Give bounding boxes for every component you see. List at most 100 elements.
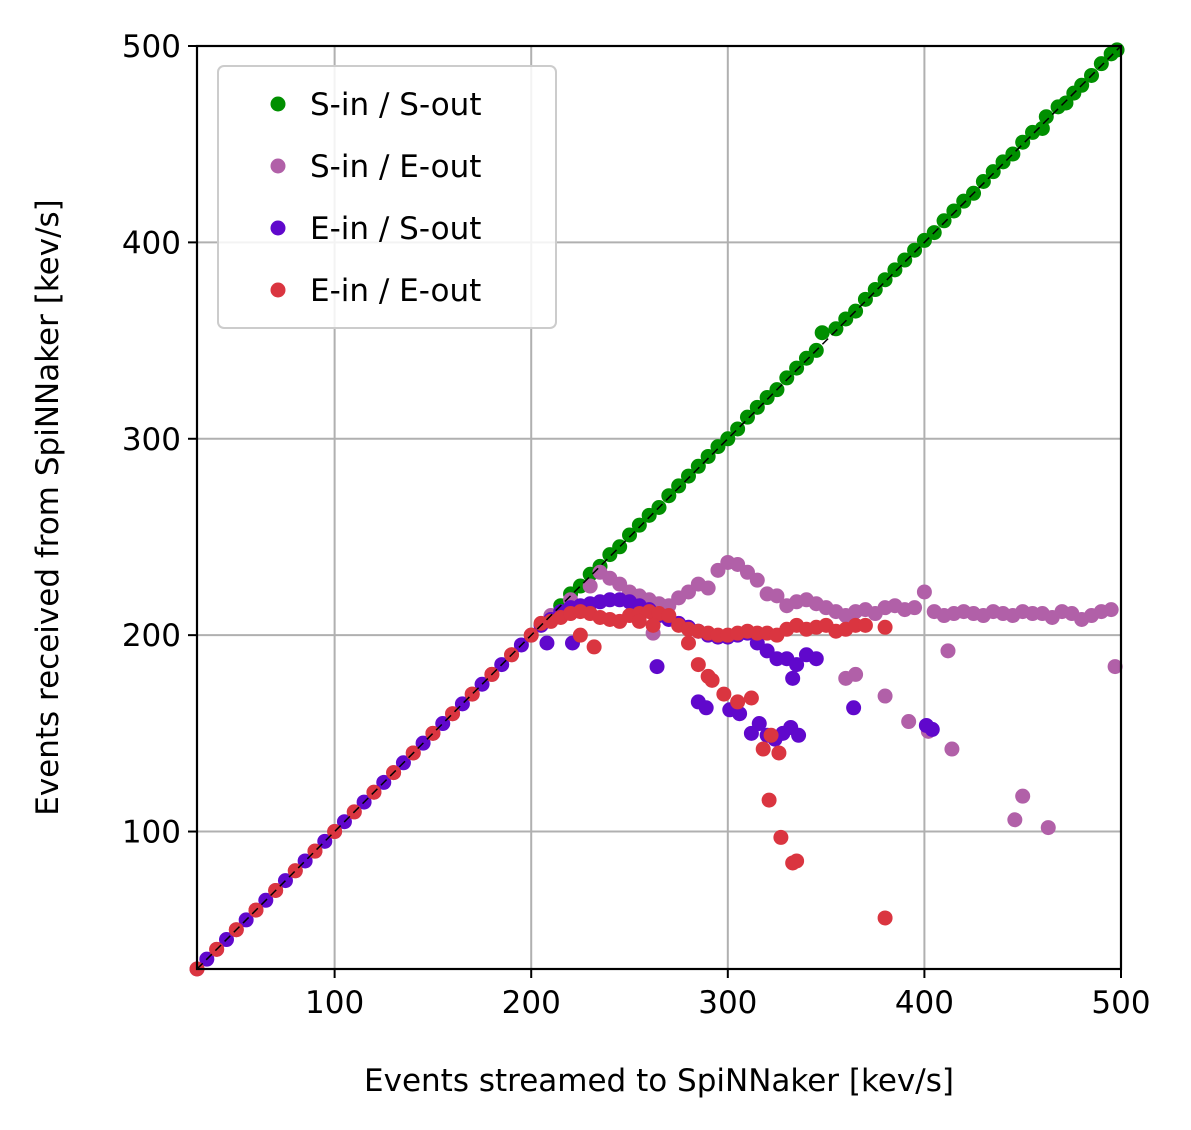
data-point <box>771 745 787 761</box>
y-tick-label: 300 <box>122 422 181 458</box>
data-point <box>907 600 923 616</box>
data-point <box>761 792 777 808</box>
data-point <box>1034 120 1050 136</box>
data-point <box>791 727 807 743</box>
data-point <box>645 617 661 633</box>
data-point <box>867 282 883 298</box>
data-point <box>572 627 588 643</box>
data-point <box>582 578 598 594</box>
y-tick-label: 500 <box>122 29 181 65</box>
data-point <box>1103 602 1119 618</box>
data-point <box>944 741 960 757</box>
data-point <box>739 409 755 425</box>
legend-label: E-in / E-out <box>310 273 481 309</box>
data-point <box>789 853 805 869</box>
data-point <box>671 478 687 494</box>
data-point <box>940 643 956 659</box>
data-point <box>814 325 830 341</box>
data-point <box>887 262 903 278</box>
data-point <box>586 639 602 655</box>
series-points <box>199 592 940 967</box>
data-point <box>785 670 801 686</box>
data-point <box>661 608 677 624</box>
data-point <box>1107 659 1123 675</box>
data-point <box>924 721 940 737</box>
data-point <box>779 370 795 386</box>
data-point <box>877 910 893 926</box>
data-point <box>857 617 873 633</box>
y-axis-label: Events received from SpiNNaker [kev/s] <box>30 199 66 816</box>
data-point <box>808 651 824 667</box>
x-tick-label: 400 <box>895 985 954 1021</box>
data-point <box>877 272 893 288</box>
data-point <box>732 706 748 722</box>
x-axis-label: Events streamed to SpiNNaker [kev/s] <box>364 1063 954 1099</box>
data-point <box>985 164 1001 180</box>
data-point <box>749 572 765 588</box>
data-point <box>690 657 706 673</box>
data-point <box>877 619 893 635</box>
identity-reference-line <box>196 45 1122 970</box>
data-point <box>936 213 952 229</box>
data-point <box>751 716 767 732</box>
data-point <box>661 488 677 504</box>
legend-box <box>217 65 557 329</box>
data-points <box>189 42 1125 977</box>
data-point <box>1015 788 1031 804</box>
data-point <box>622 527 638 543</box>
data-point <box>1038 109 1054 125</box>
x-axis-ticks: 100 200 300 400 500 <box>305 969 1151 1021</box>
legend-marker <box>270 220 286 236</box>
data-point <box>690 458 706 474</box>
x-tick-label: 100 <box>305 985 364 1021</box>
data-point <box>877 688 893 704</box>
data-point <box>631 517 647 533</box>
data-point <box>1015 134 1031 150</box>
data-point <box>743 690 759 706</box>
y-tick-label: 400 <box>122 225 181 261</box>
data-point <box>901 714 917 730</box>
data-point <box>755 741 771 757</box>
data-point <box>789 360 805 376</box>
data-point <box>848 666 864 682</box>
x-tick-label: 300 <box>698 985 757 1021</box>
x-tick-label: 200 <box>502 985 561 1021</box>
legend-marker <box>270 158 286 174</box>
data-point <box>698 700 714 716</box>
legend-marker <box>270 282 286 298</box>
data-point <box>769 588 785 604</box>
legend-label: S-in / E-out <box>310 149 481 185</box>
data-point <box>1007 812 1023 828</box>
data-point <box>1093 56 1109 72</box>
data-point <box>828 321 844 337</box>
data-point <box>857 291 873 307</box>
data-point <box>789 657 805 673</box>
data-point <box>916 584 932 600</box>
data-point <box>763 727 779 743</box>
data-point <box>907 242 923 258</box>
legend: S-in / S-out S-in / E-out E-in / S-out E-in… <box>217 65 557 329</box>
data-point <box>649 659 665 675</box>
data-point <box>749 399 765 415</box>
legend-marker <box>270 96 286 112</box>
data-point <box>975 174 991 190</box>
y-tick-label: 100 <box>122 815 181 851</box>
data-point <box>897 252 913 268</box>
data-point <box>539 635 555 651</box>
data-point <box>716 686 732 702</box>
data-point <box>700 448 716 464</box>
x-tick-label: 500 <box>1091 985 1150 1021</box>
legend-label: E-in / S-out <box>310 211 481 247</box>
data-point <box>680 635 696 651</box>
data-point <box>1040 820 1056 836</box>
y-axis-ticks: 100 200 300 400 500 <box>122 29 197 851</box>
data-point <box>704 672 720 688</box>
data-point <box>730 694 746 710</box>
data-point <box>680 468 696 484</box>
data-point <box>946 203 962 219</box>
data-point <box>631 613 647 629</box>
data-point <box>846 700 862 716</box>
y-tick-label: 200 <box>122 618 181 654</box>
plot-area-frame <box>195 44 1123 971</box>
